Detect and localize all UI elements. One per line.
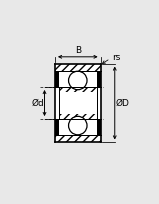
Bar: [56, 71, 59, 87]
Bar: [55, 135, 101, 142]
Circle shape: [69, 116, 87, 135]
Bar: [97, 71, 99, 87]
Bar: [55, 135, 101, 142]
Bar: [59, 87, 97, 92]
Text: ØD: ØD: [116, 99, 130, 108]
Bar: [97, 119, 99, 135]
Bar: [55, 64, 101, 71]
Bar: [55, 71, 58, 87]
Text: Ød: Ød: [31, 99, 44, 108]
Bar: [55, 92, 101, 114]
Bar: [55, 64, 101, 71]
Bar: [55, 119, 58, 135]
Text: B: B: [75, 45, 81, 55]
Bar: [55, 64, 101, 142]
Circle shape: [69, 71, 87, 90]
Bar: [56, 119, 59, 135]
Bar: [59, 87, 97, 92]
Bar: [98, 119, 101, 135]
Bar: [98, 71, 101, 87]
Text: rs: rs: [112, 53, 120, 62]
Bar: [59, 114, 97, 119]
Bar: [59, 114, 97, 119]
